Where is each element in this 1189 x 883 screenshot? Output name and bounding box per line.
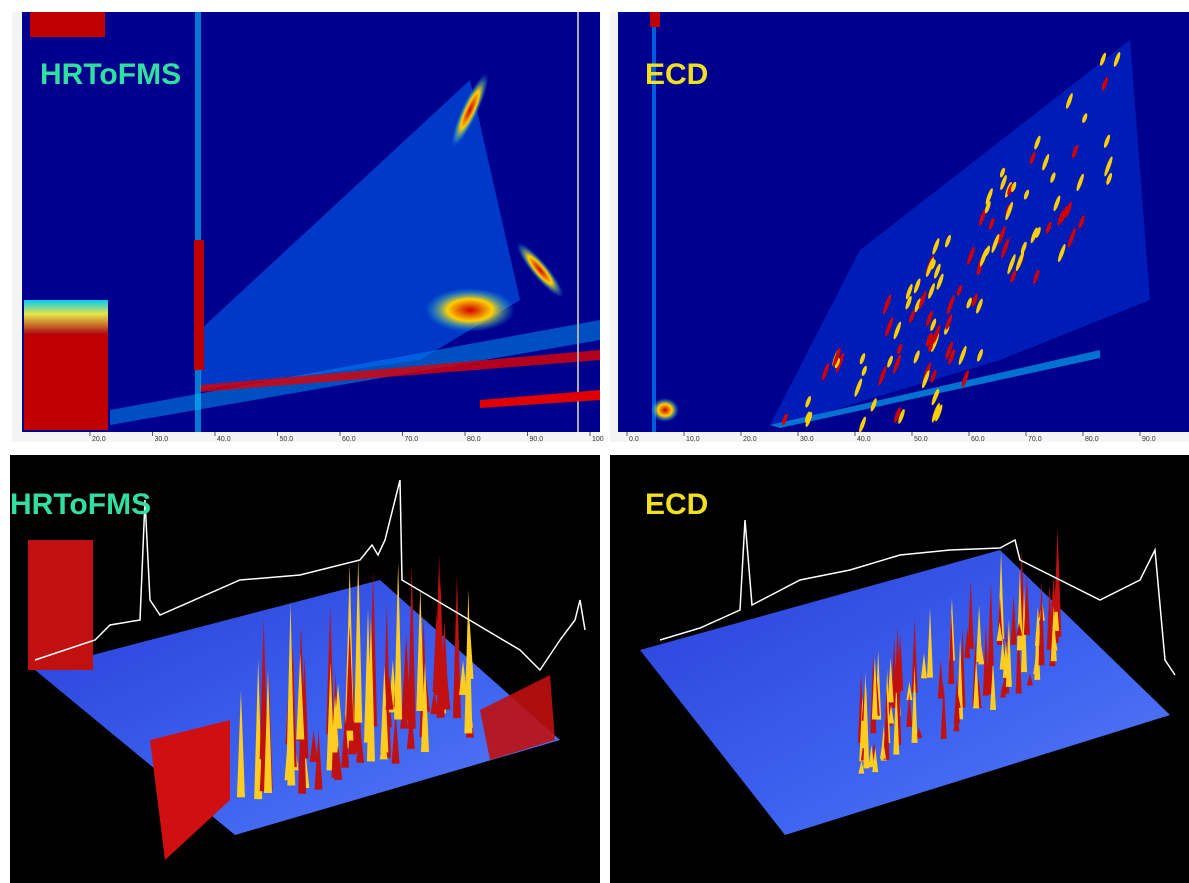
x-axis-strip (618, 432, 1189, 442)
heat-streak (194, 240, 204, 370)
x-tick-label: 50.0 (280, 436, 294, 443)
x-tick-label: 10.0 (686, 436, 700, 443)
heat-block (24, 335, 108, 430)
panel-label: HRToFMS (10, 488, 151, 521)
x-tick-label: 90.0 (530, 436, 544, 443)
x-tick-label: 30.0 (800, 436, 814, 443)
panel-label: ECD (645, 58, 708, 91)
heat-block (650, 12, 660, 27)
x-tick-label: 20.0 (92, 436, 106, 443)
x-axis-strip (22, 432, 600, 442)
heat-blob (425, 288, 515, 332)
panel-label: ECD (645, 488, 708, 521)
marker-line (577, 12, 579, 432)
surface-peak (28, 540, 93, 670)
x-tick-label: 80.0 (467, 436, 481, 443)
panel-3d-right: ECD (610, 455, 1189, 883)
y-axis-strip (610, 12, 618, 442)
x-tick-label: 60.0 (342, 436, 356, 443)
figure: HRToFMS ECD HRToFMS ECD 20.0 30.0 40.0 50.0… (0, 0, 1189, 883)
panel-3d-left: HRToFMS (10, 455, 600, 883)
x-tick-label: 70.0 (405, 436, 419, 443)
x-tick-label: 40.0 (217, 436, 231, 443)
x-tick-label: 0.0 (629, 436, 639, 443)
panel-2d-left: HRToFMS (12, 12, 600, 442)
x-tick-label: 80.0 (1085, 436, 1099, 443)
x-tick-label: 30.0 (155, 436, 169, 443)
heat-band (24, 300, 108, 335)
x-tick-label: 40.0 (857, 436, 871, 443)
x-tick-label: 20.0 (743, 436, 757, 443)
x-tick-label: 90.0 (1142, 436, 1156, 443)
x-tick-label: 100 (592, 436, 604, 443)
panel-2d-right: ECD (610, 12, 1189, 442)
x-tick-label: 50.0 (914, 436, 928, 443)
x-tick-label: 60.0 (971, 436, 985, 443)
panel-label: HRToFMS (40, 58, 181, 91)
heat-blob (651, 398, 679, 422)
y-axis-strip (12, 12, 22, 442)
x-tick-label: 70.0 (1028, 436, 1042, 443)
heat-block (30, 12, 105, 37)
